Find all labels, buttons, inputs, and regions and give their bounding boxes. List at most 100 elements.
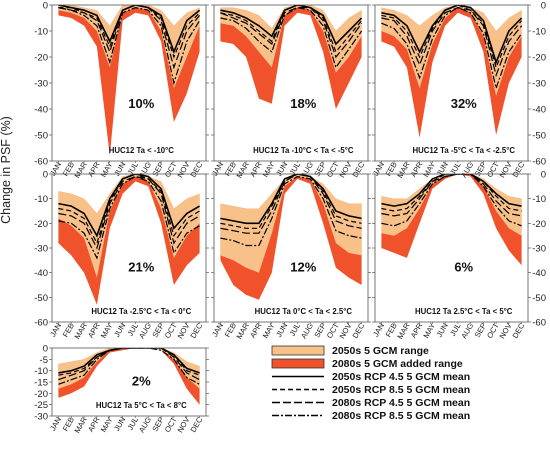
x-tick-label: DEC	[189, 160, 205, 179]
x-tick-label: MAY	[421, 161, 437, 179]
x-tick-label: NOV	[176, 415, 192, 435]
chart-panel-6: 0-10-20-30-40-50-60JANFEBMARAPRMAYJUNJUL…	[371, 170, 546, 341]
panel-title: HUC12 Ta 0°C < Ta < 2.5°C	[255, 307, 353, 316]
y-tick-label: -20	[34, 389, 48, 400]
x-tick-label: MAR	[73, 160, 89, 180]
plot-area	[58, 348, 200, 405]
panel-title: HUC12 Ta 5°C < Ta < 8°C	[96, 401, 187, 410]
y-tick-label: -60	[532, 157, 546, 168]
y-tick-label: -30	[34, 244, 48, 255]
plot-area	[220, 5, 363, 109]
x-tick-label: MAR	[395, 160, 411, 180]
x-tick-label: AUG	[299, 321, 315, 340]
x-tick-label: NOV	[176, 321, 192, 341]
x-tick-label: JUN	[435, 322, 450, 339]
y-tick-label: -10	[34, 194, 48, 205]
y-tick-label: -15	[34, 378, 48, 389]
y-tick-label: -30	[34, 79, 48, 90]
x-tick-label: DEC	[189, 321, 205, 340]
x-tick-label: DEC	[511, 160, 527, 179]
plot-area	[381, 5, 523, 138]
y-tick-label: -50	[532, 293, 546, 304]
x-tick-label: NOV	[338, 321, 354, 341]
x-tick-label: JAN	[210, 161, 225, 178]
y-tick-label: -60	[34, 157, 48, 168]
x-tick-label: JAN	[48, 161, 63, 178]
chart-panel-4: 0-10-20-30-40-50-60 JANFEBMARAPRMAYJUNJUL…	[34, 170, 209, 341]
legend-item-l2050_45: 2050s RCP 4.5 5 GCM mean	[272, 371, 470, 383]
x-tick-label: AUG	[459, 321, 475, 340]
band-2050s-range	[381, 5, 522, 96]
panel-title: HUC12 Ta -5°C < Ta < -2.5°C	[412, 146, 515, 155]
y-tick-label: -20	[34, 219, 48, 230]
series-line-3	[381, 174, 522, 217]
legend-label: 2050s RCP 8.5 5 GCM mean	[332, 384, 470, 396]
series-line-4	[381, 174, 522, 227]
legend-item-range2050: 2050s 5 GCM range	[271, 345, 429, 357]
y-tick-label: 0	[541, 1, 546, 12]
x-tick-label: JAN	[371, 322, 386, 339]
y-tick-label: -30	[34, 412, 48, 423]
plot-area	[58, 5, 201, 156]
y-tick-label: -50	[532, 131, 546, 142]
series-line-3	[58, 175, 200, 250]
x-tick-label: AUG	[137, 321, 153, 340]
series-line-4	[381, 6, 523, 91]
legend-swatch	[271, 358, 325, 369]
x-tick-label: MAR	[235, 321, 251, 341]
percent-label: 12%	[290, 260, 316, 275]
series-line-4	[58, 175, 200, 260]
panels-container: 0-10-20-30-40-50-60 JANFEBMARAPRMAYJUNJUL…	[34, 1, 546, 435]
y-tick-label: -10	[34, 27, 48, 38]
x-tick-label: MAR	[73, 415, 89, 435]
percent-label: 32%	[451, 96, 477, 111]
y-tick-label: -50	[34, 131, 48, 142]
y-tick-label: -60	[532, 318, 546, 329]
chart-panel-2: JANFEBMARAPRMAYJUNJULAUGSEPOCTNOVDEC18%H…	[210, 4, 371, 180]
legend-item-l2050_85: 2050s RCP 8.5 5 GCM mean	[272, 384, 470, 396]
series-line-3	[381, 6, 523, 78]
plot-area	[58, 174, 201, 305]
percent-label: 6%	[454, 260, 473, 275]
y-tick-label: 0	[43, 344, 48, 355]
plot-area	[381, 174, 522, 266]
x-tick-label: MAR	[395, 321, 411, 341]
x-tick-label: DEC	[189, 415, 205, 434]
legend-item-added2080: 2080s 5 GCM added range	[271, 358, 463, 370]
y-tick-label: -40	[34, 268, 48, 279]
legend-label: 2080s RCP 4.5 5 GCM mean	[332, 397, 470, 409]
series-line-1	[220, 174, 362, 225]
legend-item-l2080_85: 2080s RCP 8.5 5 GCM mean	[272, 410, 470, 422]
y-tick-label: 0	[43, 170, 48, 181]
chart-panel-5: JANFEBMARAPRMAYJUNJULAUGSEPOCTNOVDEC12%H…	[210, 173, 371, 341]
percent-label: 2%	[132, 373, 151, 388]
plot-area	[220, 174, 362, 300]
y-tick-label: -30	[532, 244, 546, 255]
x-tick-label: JUN	[112, 416, 127, 433]
y-tick-label: -40	[532, 268, 546, 279]
legend-label: 2050s RCP 4.5 5 GCM mean	[332, 371, 470, 383]
series-line-2	[381, 5, 523, 70]
percent-label: 18%	[290, 96, 316, 111]
y-tick-label: -40	[532, 105, 546, 116]
x-tick-label: MAR	[73, 321, 89, 341]
series-line-4	[220, 6, 363, 69]
x-tick-label: JAN	[48, 416, 63, 433]
series-line-3	[58, 348, 200, 381]
y-tick-label: -5	[40, 355, 48, 366]
y-tick-label: -20	[532, 53, 546, 64]
x-tick-label: NOV	[498, 160, 514, 180]
percent-label: 10%	[128, 96, 154, 111]
x-tick-label: JUN	[112, 322, 127, 339]
series-line-2	[58, 348, 200, 376]
series-line-3	[58, 5, 201, 70]
y-tick-label: 0	[43, 1, 48, 12]
legend-label: 2080s 5 GCM added range	[332, 358, 463, 370]
x-tick-label: MAY	[99, 322, 115, 340]
y-tick-label: -10	[34, 366, 48, 377]
legend-item-l2080_45: 2080s RCP 4.5 5 GCM mean	[272, 397, 470, 409]
panel-title: HUC12 Ta < -10°C	[109, 146, 175, 155]
y-axis-label: Change in PSF (%)	[0, 116, 13, 224]
